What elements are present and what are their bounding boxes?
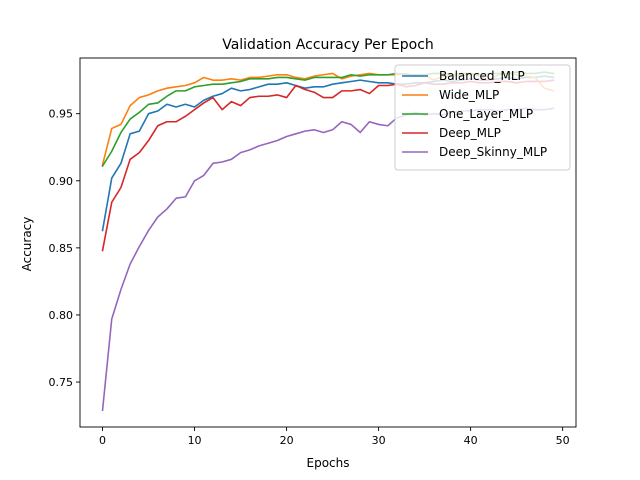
legend-entry: Wide_MLP	[439, 88, 499, 102]
plot-area: 0 10 20 30 40 50 0.75 0.80 0.85 0.90 0.95 Balanced_…	[49, 57, 577, 447]
x-tick-label: 30	[372, 434, 386, 447]
x-tick-label: 20	[280, 434, 294, 447]
y-tick-label: 0.95	[49, 108, 74, 121]
chart-title: Validation Accuracy Per Epoch	[222, 37, 434, 53]
x-tick-label: 50	[556, 434, 570, 447]
y-tick-label: 0.85	[49, 242, 74, 255]
y-tick-label: 0.75	[49, 376, 74, 389]
legend-box	[394, 64, 571, 171]
axes-frame	[79, 57, 577, 428]
x-tick-label: 40	[464, 434, 478, 447]
x-tick-label: 0	[99, 434, 106, 447]
legend-entry: Deep_MLP	[439, 126, 501, 140]
y-axis-label: Accuracy	[20, 217, 34, 272]
legend-entry: One_Layer_MLP	[439, 107, 533, 121]
legend-entry: Balanced_MLP	[439, 69, 525, 83]
legend-entry: Deep_Skinny_MLP	[439, 145, 547, 159]
y-tick-label: 0.90	[49, 175, 74, 188]
x-tick-label: 10	[188, 434, 202, 447]
legend: Balanced_MLP Wide_MLP One_Layer_MLP Deep_ML…	[394, 64, 571, 171]
x-axis-label: Epochs	[307, 456, 350, 470]
y-tick-label: 0.80	[49, 309, 74, 322]
